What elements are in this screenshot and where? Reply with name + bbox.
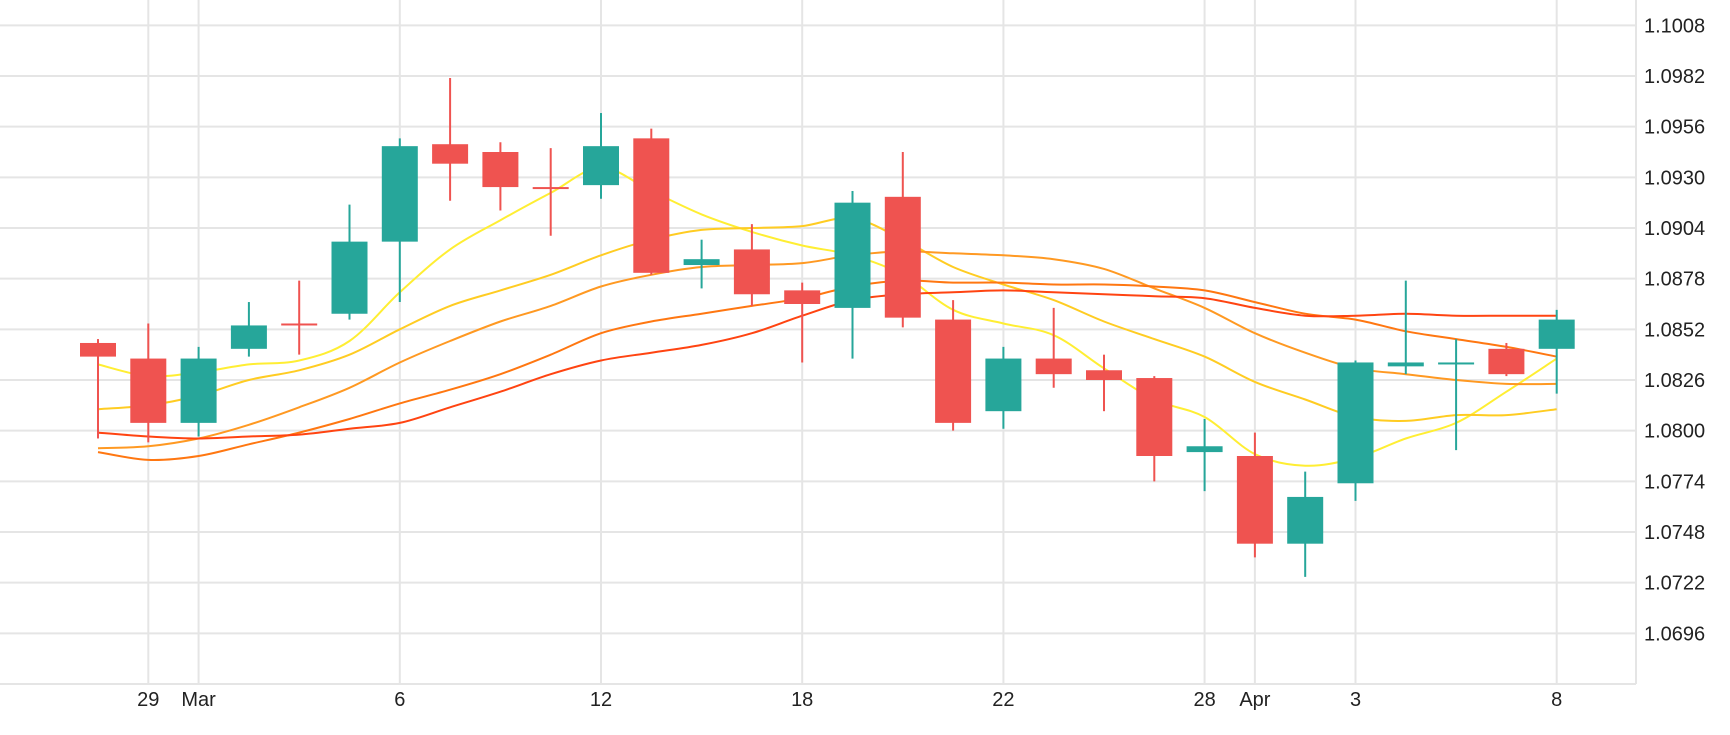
candle <box>1387 280 1424 375</box>
x-tick-label: Apr <box>1239 689 1270 711</box>
candle <box>1035 307 1072 388</box>
candle <box>1538 309 1575 394</box>
x-tick-label: 22 <box>992 689 1014 711</box>
candle <box>1337 360 1374 501</box>
candle-body-down <box>80 342 116 357</box>
candle <box>532 148 569 236</box>
x-tick-label: 6 <box>394 689 405 711</box>
moving-average-line-1 <box>97 166 1558 467</box>
candle-body-up <box>1387 362 1424 367</box>
candle-body-down <box>733 249 770 295</box>
candle-body-up <box>683 259 720 266</box>
moving-average-lines <box>97 166 1558 467</box>
candle <box>985 346 1022 429</box>
candle-body-down <box>935 319 972 423</box>
candle <box>1136 376 1173 482</box>
candle <box>1086 354 1122 412</box>
candle-body-up <box>1538 319 1575 349</box>
candle <box>1488 342 1525 377</box>
candle-body-up <box>1337 362 1374 484</box>
candle-body-down <box>1086 370 1122 380</box>
candle-body-down <box>482 152 519 188</box>
candle <box>683 239 720 289</box>
candle-body-up <box>1186 446 1223 453</box>
candle-body-down <box>1488 348 1525 375</box>
candle <box>884 152 921 328</box>
x-axis-ticks: 29 Mar 6 12 18 22 28 Apr 3 8 <box>137 689 1562 711</box>
moving-average-line-5 <box>97 289 1557 440</box>
x-tick-label: 29 <box>137 689 159 711</box>
x-tick-label: 3 <box>1350 689 1361 711</box>
candle-body-down <box>1236 456 1273 544</box>
candle-body-down <box>884 196 921 318</box>
candle <box>633 128 670 275</box>
y-tick-label: 1.0722 <box>1644 573 1705 595</box>
candle <box>733 224 770 306</box>
candle <box>1438 339 1475 451</box>
candle <box>583 113 619 199</box>
x-tick-label: 18 <box>791 689 813 711</box>
candle <box>80 339 116 439</box>
y-tick-label: 1.0982 <box>1644 66 1705 88</box>
moving-average-line-4 <box>97 279 1557 462</box>
y-tick-label: 1.0748 <box>1644 522 1705 544</box>
candle <box>1287 471 1324 577</box>
candle-body-down <box>1136 378 1173 456</box>
candle <box>130 323 167 443</box>
y-tick-label: 1.0696 <box>1644 623 1705 645</box>
candle-body-up <box>1287 496 1324 544</box>
x-tick-label: 28 <box>1193 689 1215 711</box>
candle-body-up <box>583 146 619 186</box>
candle-body-down <box>281 323 318 326</box>
candle-body-down <box>784 290 821 304</box>
y-axis-ticks: 1.1008 1.0982 1.0956 1.0930 1.0904 1.0878 1.08… <box>1644 15 1705 645</box>
y-tick-label: 1.0904 <box>1644 218 1705 240</box>
y-tick-label: 1.0800 <box>1644 421 1705 443</box>
candle-body-down <box>130 358 167 423</box>
y-tick-label: 1.0826 <box>1644 370 1705 392</box>
candle-body-down <box>633 138 670 273</box>
candle <box>784 282 821 363</box>
candle-body-up <box>230 325 267 349</box>
candle <box>834 190 871 359</box>
x-tick-label: Mar <box>181 689 216 711</box>
candle <box>331 204 368 320</box>
y-tick-label: 1.0852 <box>1644 319 1705 341</box>
candle <box>482 142 519 211</box>
candle-body-down <box>532 187 569 190</box>
candles <box>80 77 1575 577</box>
candle-body-up <box>985 358 1022 412</box>
y-tick-label: 1.0774 <box>1644 471 1705 493</box>
candle-body-up <box>1438 362 1475 365</box>
y-tick-label: 1.0878 <box>1644 269 1705 291</box>
candle <box>1186 418 1223 492</box>
y-tick-label: 1.0930 <box>1644 167 1705 189</box>
candle <box>381 138 418 303</box>
y-tick-label: 1.0956 <box>1644 117 1705 139</box>
candle-body-up <box>381 146 418 242</box>
x-tick-label: 12 <box>590 689 612 711</box>
moving-average-line-2 <box>97 216 1557 422</box>
candle <box>1236 432 1273 558</box>
y-tick-label: 1.1008 <box>1644 15 1705 37</box>
x-tick-label: 8 <box>1551 689 1562 711</box>
candle <box>432 77 469 201</box>
candle-body-up <box>834 202 871 308</box>
candle-body-up <box>180 358 217 423</box>
candle <box>935 300 972 431</box>
moving-average-line-3 <box>97 250 1557 450</box>
candle-body-down <box>1035 358 1072 375</box>
candle <box>281 280 318 355</box>
candle <box>180 346 217 437</box>
candle <box>230 302 267 357</box>
candle-body-up <box>331 241 368 314</box>
candle-body-down <box>432 144 469 164</box>
